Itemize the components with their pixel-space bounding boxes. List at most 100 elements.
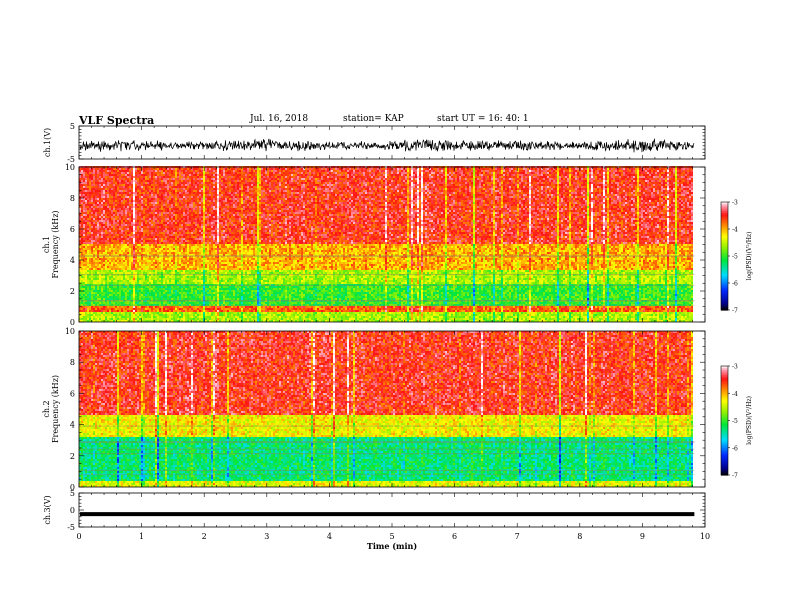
spectrogram-cell: [187, 318, 189, 320]
spectrogram-cell: [81, 316, 83, 318]
spectrogram-cell: [325, 318, 327, 320]
spectrogram-cell: [133, 318, 135, 320]
spectrogram-cell: [521, 318, 523, 320]
spectrogram-cell: [125, 316, 127, 318]
spectrogram-cell: [119, 318, 121, 320]
spectrogram-cell: [627, 318, 629, 320]
spectrogram-cell: [285, 318, 287, 320]
spectrogram-cell: [121, 316, 123, 318]
spectrogram-cell: [143, 318, 145, 320]
spectrogram-cell: [209, 318, 211, 320]
spectrogram-cell: [591, 318, 593, 320]
spectrogram-cell: [151, 318, 153, 320]
spectrogram-cell: [205, 318, 207, 320]
spectrogram-cell: [659, 318, 661, 320]
spectrogram-cell: [531, 318, 533, 320]
spectrogram-cell: [361, 318, 363, 320]
spectrogram-cell: [663, 318, 665, 320]
spectrogram-cell: [373, 318, 375, 320]
spectrogram-cell: [95, 316, 97, 318]
spectrogram-cell: [649, 318, 651, 320]
spectrogram-cell: [241, 318, 243, 320]
spectrogram-cell: [317, 318, 319, 320]
spectrogram-cell: [113, 318, 115, 320]
spectrogram-cell: [181, 316, 183, 318]
spectrogram-cell: [133, 316, 135, 318]
spectrogram-cell: [683, 318, 685, 320]
spectrogram-cell: [125, 318, 127, 320]
spectrogram-cell: [195, 318, 197, 320]
spectrogram-cell: [395, 318, 397, 320]
spectrogram-cell: [167, 318, 169, 320]
spectrogram-cell: [117, 316, 119, 318]
spectrogram-cell: [353, 318, 355, 320]
spectrogram-cell: [101, 318, 103, 320]
spectrogram-cell: [207, 318, 209, 320]
spectrogram-cell: [475, 318, 477, 320]
spectrogram-cell: [217, 318, 219, 320]
spectrogram-cell: [145, 316, 147, 318]
spectrogram-cell: [543, 318, 545, 320]
spectrogram-cell: [351, 318, 353, 320]
spectrogram-cell: [563, 318, 565, 320]
panel-1-waveform-line: [80, 139, 694, 153]
spectrogram-cell: [311, 318, 313, 320]
spectrogram-cell: [109, 316, 111, 318]
spectrogram-cell: [335, 318, 337, 320]
spectrogram-cell: [687, 318, 689, 320]
spectrogram-cell: [691, 318, 693, 320]
spectrogram-cell: [477, 318, 479, 320]
spectrogram-cell: [215, 318, 217, 320]
spectrogram-cell: [155, 318, 157, 320]
spectrogram-cell: [155, 316, 157, 318]
spectrogram-cell: [493, 318, 495, 320]
spectrogram-cell: [221, 318, 223, 320]
spectrogram-cell: [131, 316, 133, 318]
spectrogram-cell: [593, 318, 595, 320]
spectrogram-cell: [159, 318, 161, 320]
spectrogram-cell: [177, 316, 179, 318]
spectrogram-cell: [435, 318, 437, 320]
spectrogram-cell: [147, 316, 149, 318]
spectrogram-cell: [227, 318, 229, 320]
spectrogram-cell: [173, 316, 175, 318]
spectrogram-cell: [433, 318, 435, 320]
spectrogram-cell: [633, 318, 635, 320]
spectrogram-cell: [461, 318, 463, 320]
spectrogram-cell: [545, 318, 547, 320]
spectrogram-cell: [81, 318, 83, 320]
spectrogram-cell: [673, 318, 675, 320]
spectrogram-cell: [163, 318, 165, 320]
spectrogram-cell: [413, 318, 415, 320]
spectrogram-cell: [161, 318, 163, 320]
spectrogram-cell: [411, 318, 413, 320]
spectrogram-cell: [327, 318, 329, 320]
spectrogram-cell: [359, 318, 361, 320]
spectrogram-cell: [99, 318, 101, 320]
spectrogram-cell: [407, 318, 409, 320]
spectrogram-cell: [347, 318, 349, 320]
spectrogram-cell: [371, 318, 373, 320]
spectrogram-cell: [127, 318, 129, 320]
panel-1-y-tick-label: 5: [70, 122, 75, 131]
spectrogram-cell: [553, 318, 555, 320]
spectrogram-cell: [111, 318, 113, 320]
spectrogram-cell: [259, 318, 261, 320]
spectrogram-cell: [425, 318, 427, 320]
spectrogram-cell: [467, 318, 469, 320]
spectrogram-cell: [131, 318, 133, 320]
spectrogram-cell: [315, 318, 317, 320]
spectrogram-cell: [135, 316, 137, 318]
spectrogram-cell: [443, 318, 445, 320]
spectrogram-cell: [585, 318, 587, 320]
spectrogram-cell: [495, 318, 497, 320]
spectrogram-cell: [199, 318, 201, 320]
spectrogram-cell: [87, 318, 89, 320]
spectrogram-cell: [605, 318, 607, 320]
spectrogram-cell: [83, 318, 85, 320]
spectrogram-cell: [89, 316, 91, 318]
spectrogram-cell: [375, 318, 377, 320]
spectrogram-cell: [175, 318, 177, 320]
spectrogram-cell: [261, 318, 263, 320]
spectrogram-cell: [153, 318, 155, 320]
